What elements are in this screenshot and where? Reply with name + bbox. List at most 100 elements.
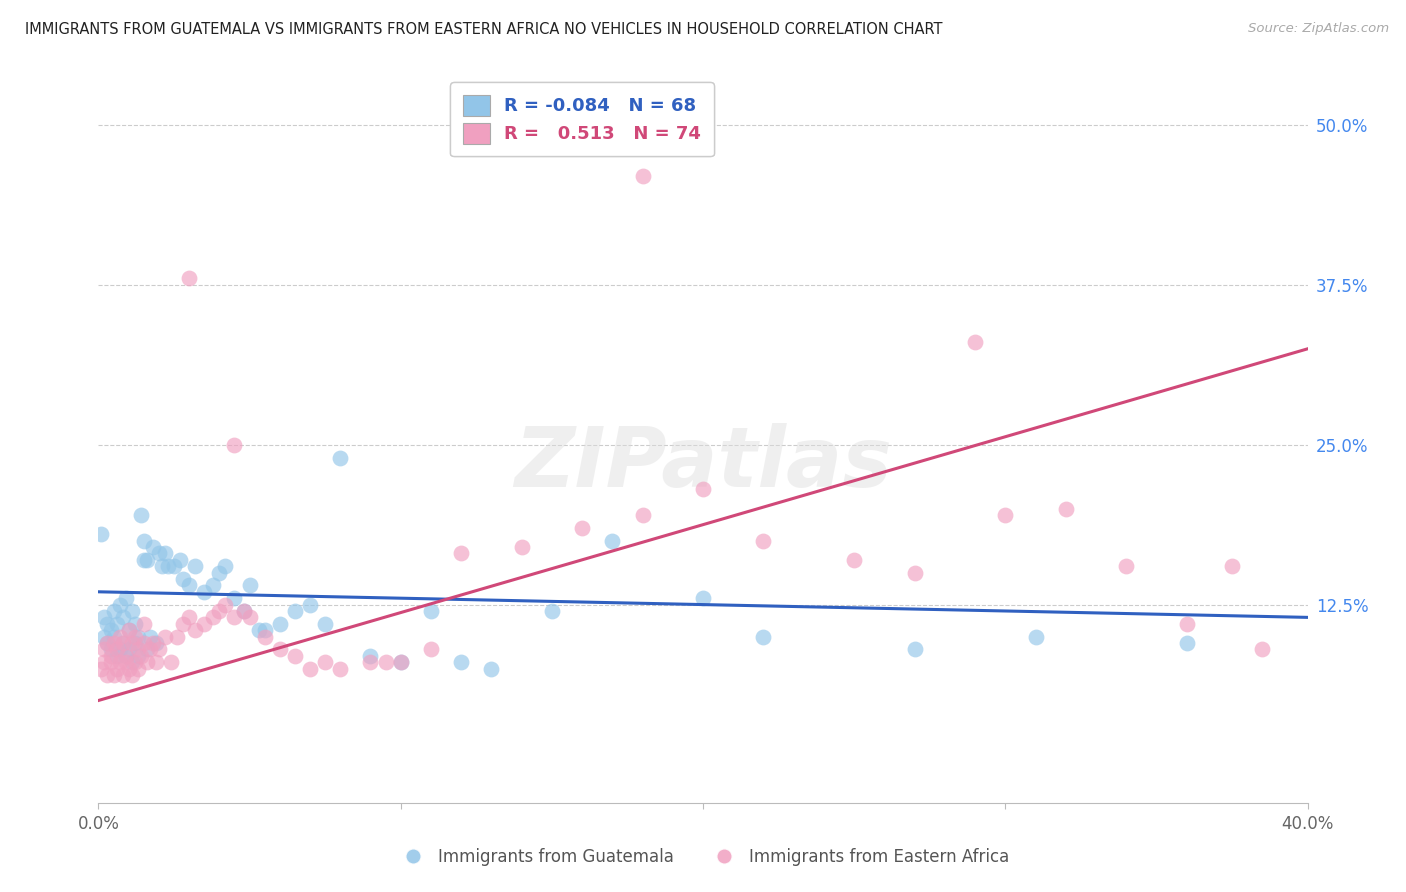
Point: [1024, 630, 1046, 644]
Point: [100, 623, 122, 637]
Point: [1175, 636, 1198, 650]
Point: [127, 630, 149, 644]
Point: [163, 559, 186, 574]
Point: [172, 572, 194, 586]
Point: [93, 642, 115, 657]
Point: [208, 604, 231, 618]
Point: [844, 553, 866, 567]
Point: [232, 604, 254, 618]
Point: [124, 616, 146, 631]
Point: [1115, 559, 1137, 574]
Point: [153, 546, 176, 560]
Point: [118, 661, 141, 675]
Point: [374, 655, 396, 669]
Point: [93, 630, 115, 644]
Point: [100, 648, 122, 663]
Point: [142, 636, 165, 650]
Point: [103, 630, 125, 644]
Point: [105, 616, 128, 631]
Point: [1251, 642, 1274, 657]
Point: [420, 642, 443, 657]
Point: [540, 604, 562, 618]
Point: [93, 610, 115, 624]
Point: [1054, 501, 1077, 516]
Point: [129, 508, 152, 522]
Point: [103, 668, 125, 682]
Point: [631, 508, 654, 522]
Point: [103, 604, 125, 618]
Point: [127, 661, 149, 675]
Point: [105, 642, 128, 657]
Point: [108, 630, 131, 644]
Point: [904, 642, 927, 657]
Point: [752, 630, 775, 644]
Point: [129, 648, 152, 663]
Point: [103, 636, 125, 650]
Point: [247, 623, 270, 637]
Point: [214, 598, 236, 612]
Point: [314, 655, 336, 669]
Point: [114, 591, 136, 606]
Point: [150, 559, 173, 574]
Point: [114, 648, 136, 663]
Legend: Immigrants from Guatemala, Immigrants from Eastern Africa: Immigrants from Guatemala, Immigrants fr…: [389, 842, 1017, 873]
Point: [179, 610, 201, 624]
Point: [360, 648, 382, 663]
Point: [139, 630, 162, 644]
Point: [124, 636, 146, 650]
Point: [105, 661, 128, 675]
Point: [111, 636, 134, 650]
Point: [135, 655, 157, 669]
Point: [631, 169, 654, 184]
Point: [202, 578, 225, 592]
Point: [132, 553, 155, 567]
Legend: R = -0.084   N = 68, R =   0.513   N = 74: R = -0.084 N = 68, R = 0.513 N = 74: [450, 82, 714, 156]
Point: [965, 335, 987, 350]
Point: [184, 623, 207, 637]
Point: [179, 271, 201, 285]
Point: [111, 668, 134, 682]
Point: [193, 616, 215, 631]
Point: [148, 642, 170, 657]
Point: [121, 668, 143, 682]
Point: [450, 546, 472, 560]
Point: [156, 559, 179, 574]
Point: [118, 623, 141, 637]
Point: [124, 655, 146, 669]
Text: IMMIGRANTS FROM GUATEMALA VS IMMIGRANTS FROM EASTERN AFRICA NO VEHICLES IN HOUSE: IMMIGRANTS FROM GUATEMALA VS IMMIGRANTS …: [25, 22, 943, 37]
Point: [193, 584, 215, 599]
Point: [169, 553, 191, 567]
Point: [145, 655, 167, 669]
Point: [135, 553, 157, 567]
Point: [111, 636, 134, 650]
Point: [1175, 616, 1198, 631]
Point: [132, 616, 155, 631]
Point: [121, 636, 143, 650]
Point: [127, 642, 149, 657]
Point: [132, 533, 155, 548]
Point: [100, 642, 122, 657]
Point: [160, 655, 183, 669]
Point: [299, 661, 322, 675]
Text: Source: ZipAtlas.com: Source: ZipAtlas.com: [1249, 22, 1389, 36]
Point: [108, 642, 131, 657]
Point: [93, 655, 115, 669]
Point: [135, 642, 157, 657]
Point: [90, 661, 112, 675]
Point: [284, 604, 307, 618]
Point: [389, 655, 412, 669]
Text: ZIPatlas: ZIPatlas: [515, 423, 891, 504]
Point: [108, 655, 131, 669]
Point: [329, 661, 352, 675]
Point: [124, 630, 146, 644]
Point: [105, 648, 128, 663]
Point: [108, 598, 131, 612]
Point: [232, 604, 254, 618]
Point: [132, 636, 155, 650]
Point: [692, 591, 714, 606]
Point: [214, 559, 236, 574]
Point: [253, 630, 276, 644]
Point: [314, 616, 336, 631]
Point: [239, 610, 262, 624]
Point: [224, 438, 246, 452]
